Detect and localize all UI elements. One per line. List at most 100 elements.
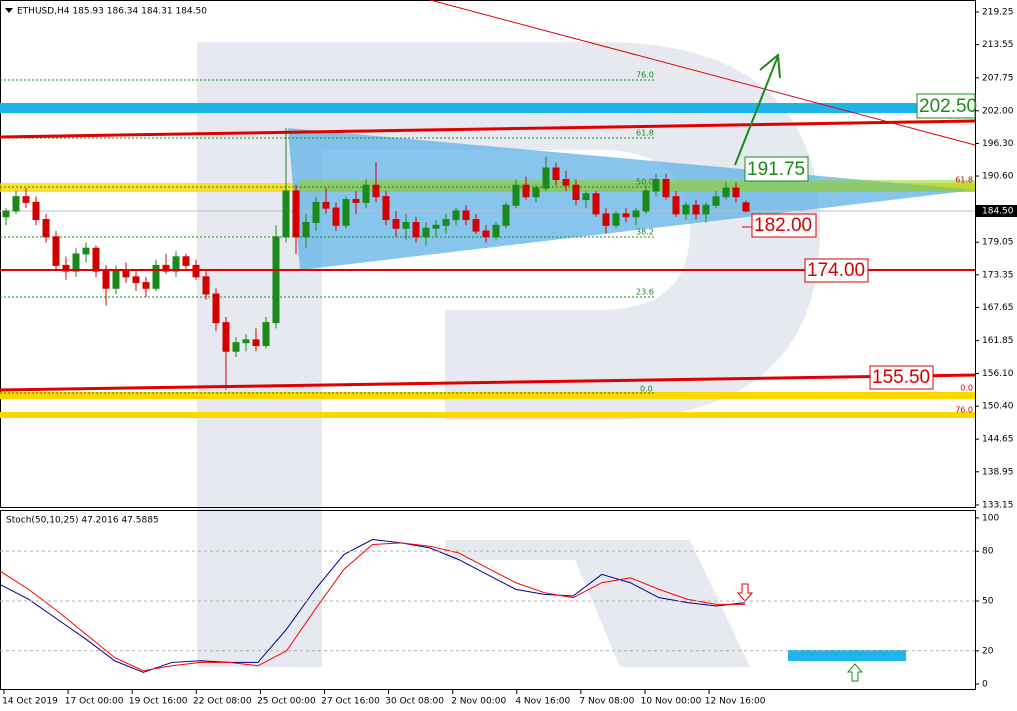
fib-label: 0.0 (960, 384, 973, 393)
y-tick-label: 219.25 (982, 8, 1014, 18)
candle-body (102, 270, 110, 289)
candle-body (12, 196, 20, 212)
candle-body (32, 201, 40, 221)
target-arrow (734, 53, 781, 166)
candle-body (452, 210, 460, 221)
annotation: 155.50 (872, 367, 930, 388)
annotation: 174.00 (807, 260, 865, 281)
candle-body (222, 322, 230, 352)
candle-body (522, 184, 530, 198)
candle-body (662, 178, 670, 198)
fib-label: 76.0 (636, 71, 654, 80)
stoch-pane (0, 510, 976, 690)
candle-body (2, 210, 10, 218)
y-tick-label: 144.65 (982, 435, 1014, 445)
candle-body (292, 190, 300, 238)
stoch-line (0, 539, 746, 673)
chart-title: ETHUSD,H4 185.93 186.34 184.31 184.50 (17, 7, 207, 17)
y-tick-label: 50 (982, 596, 994, 606)
y-tick-label: 179.05 (982, 238, 1014, 248)
y-tick-label: 156.10 (982, 369, 1014, 379)
y-tick-label: 213.55 (982, 40, 1014, 50)
candle-body (242, 339, 250, 344)
candle-body (192, 264, 200, 278)
candle-body (692, 204, 700, 215)
candle-body (22, 196, 30, 203)
up-arrow (846, 663, 864, 682)
stoch-line (0, 542, 745, 672)
fib-label: 76.0 (955, 406, 973, 415)
trend-line (0, 119, 976, 139)
candle-body (532, 187, 540, 198)
candle-body (482, 230, 490, 238)
candle-body (112, 270, 120, 289)
down-arrow (736, 583, 754, 602)
price-pane (0, 0, 976, 508)
candle-body (702, 204, 710, 215)
x-tick-label: 2 Nov 00:00 (451, 697, 506, 707)
candle-body (402, 221, 410, 229)
y-tick-label: 20 (982, 646, 994, 656)
x-tick-label: 19 Oct 16:00 (129, 697, 188, 707)
annotation-box (916, 93, 976, 119)
candle-body (262, 322, 270, 347)
candle-body (432, 224, 440, 229)
candle-body (722, 187, 730, 198)
candle-body (622, 213, 630, 218)
candle-body (422, 227, 430, 238)
candle-body (672, 196, 680, 215)
candle-body (732, 187, 740, 198)
candle-body (142, 282, 150, 289)
y-tick-label: 138.95 (982, 467, 1014, 477)
x-tick-label: 30 Oct 08:00 (385, 697, 444, 707)
annotation-box (744, 156, 809, 182)
last-price-box (976, 204, 1017, 217)
annotation: 202.50 (919, 96, 977, 117)
triangle (288, 128, 975, 270)
zone-band (0, 392, 975, 399)
candle-body (612, 213, 620, 226)
x-tick-label: 14 Oct 2019 (2, 697, 58, 707)
candle-body (472, 219, 480, 232)
fib-label: 61.8 (636, 129, 654, 138)
x-tick-label: 12 Nov 16:00 (705, 697, 766, 707)
y-tick-label: 133.15 (982, 500, 1014, 510)
zone-band (0, 412, 975, 418)
resistance-band (0, 103, 975, 113)
candle-body (512, 184, 520, 206)
candle-body (152, 264, 160, 289)
fib-label: 38.2 (636, 228, 654, 237)
candle-body (232, 342, 240, 352)
y-tick-label: 202.00 (982, 106, 1014, 116)
candle-body (742, 202, 750, 212)
candle-body (312, 201, 320, 223)
candles (2, 127, 750, 390)
candle-body (412, 221, 420, 238)
trend-line (429, 0, 976, 146)
y-tick-label: 190.60 (982, 172, 1014, 182)
x-tick-label: 25 Oct 00:00 (257, 697, 316, 707)
candle-body (302, 221, 310, 238)
stoch-zone (788, 650, 906, 661)
x-tick-label: 17 Oct 00:00 (65, 697, 124, 707)
x-tick-label: 27 Oct 16:00 (321, 697, 380, 707)
candle-body (82, 247, 90, 255)
candle-body (562, 178, 570, 186)
y-tick-label: 150.40 (982, 402, 1014, 412)
candle-body (502, 204, 510, 226)
x-tick-label: 10 Nov 00:00 (641, 697, 702, 707)
candle-body (252, 339, 260, 347)
candle-body (552, 167, 560, 180)
indicator-title: Stoch(50,10,25) 47.2016 47.5885 (6, 516, 159, 526)
trend-line (0, 373, 976, 392)
candle-body (352, 199, 360, 203)
y-tick-label: 167.65 (982, 303, 1014, 313)
y-tick-label: 173.35 (982, 270, 1014, 280)
y-tick-label: 196.30 (982, 139, 1014, 149)
annotation-box (804, 258, 869, 283)
annotation-box (751, 213, 817, 238)
candle-body (72, 253, 80, 272)
y-tick-label: 100 (982, 513, 999, 523)
candle-body (602, 213, 610, 226)
annotation: 191.75 (747, 159, 805, 180)
